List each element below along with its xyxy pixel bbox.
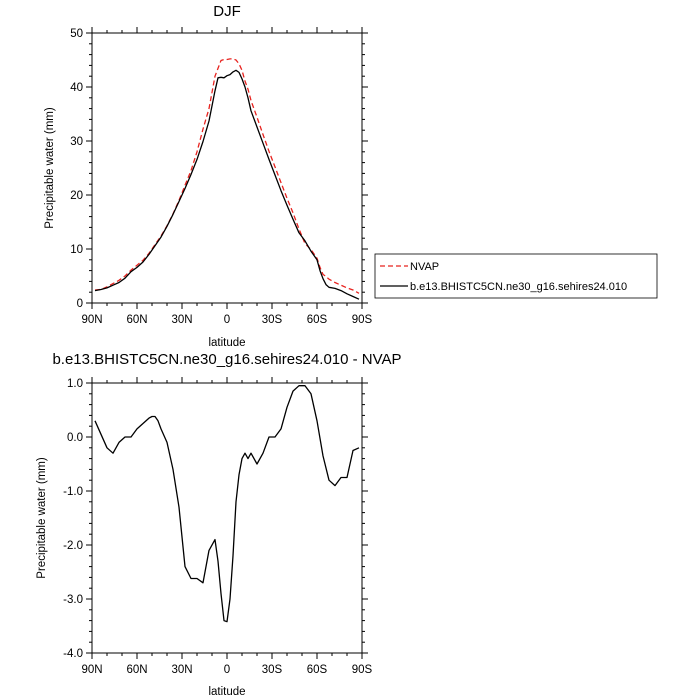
bottom-xtick-label: 90N [81, 664, 102, 676]
top-xtick-label: 60N [126, 314, 147, 326]
top-series-group [94, 58, 360, 300]
bottom-xtick-label: 60N [126, 664, 147, 676]
bottom-xtick-label: 30N [171, 664, 192, 676]
top-chart-ylabel: Precipitable water (mm) [44, 107, 56, 229]
top-chart-xlabel: latitude [208, 337, 245, 349]
legend-label-nvap: NVAP [410, 261, 439, 273]
bottom-chart-ylabel: Precipitable water (mm) [36, 457, 48, 579]
bottom-chart: b.e13.BHISTC5CN.ne30_g16.sehires24.010 -… [36, 351, 402, 698]
bottom-chart-title: b.e13.BHISTC5CN.ne30_g16.sehires24.010 -… [52, 351, 401, 368]
top-series-line-1 [94, 69, 360, 300]
bottom-axes: 90N 60N 30N 0 30S 60S 90S -4.0 -3.0 -2.0 -1.0 0.0 1.… [63, 377, 373, 676]
bottom-plot-frame [91, 382, 363, 654]
top-ytick-label: 10 [70, 244, 83, 256]
top-xtick-label: 0 [224, 314, 230, 326]
bottom-ytick-label: 1.0 [67, 378, 83, 390]
top-xtick-label: 90N [81, 314, 102, 326]
top-xtick-label: 90S [352, 314, 373, 326]
bottom-ytick-label: -1.0 [63, 486, 83, 498]
bottom-series-line-0 [94, 385, 360, 623]
legend: NVAP b.e13.BHISTC5CN.ne30_g16.sehires24.… [374, 253, 658, 299]
bottom-ytick-label: -4.0 [63, 648, 83, 660]
top-ytick-label: 30 [70, 136, 83, 148]
top-chart: DJF 90N 60N 30N 0 30S 60S 90S 0 10 20 30 40 50 latit… [44, 3, 373, 349]
bottom-ytick-label: -3.0 [63, 594, 83, 606]
top-xtick-label: 60S [307, 314, 328, 326]
bottom-xtick-label: 0 [224, 664, 230, 676]
top-series-line-0 [94, 58, 360, 294]
legend-box [374, 253, 658, 299]
top-ytick-label: 50 [70, 28, 83, 40]
top-axes: 90N 60N 30N 0 30S 60S 90S 0 10 20 30 40 50 [70, 27, 373, 326]
top-chart-title: DJF [213, 3, 241, 20]
top-plot-frame [91, 32, 363, 304]
bottom-xtick-label: 60S [307, 664, 328, 676]
bottom-ytick-label: 0.0 [67, 432, 83, 444]
bottom-xtick-label: 90S [352, 664, 373, 676]
top-xtick-label: 30S [262, 314, 283, 326]
top-ytick-label: 0 [77, 298, 83, 310]
legend-label-model: b.e13.BHISTC5CN.ne30_g16.sehires24.010 [410, 281, 627, 293]
top-xtick-label: 30N [171, 314, 192, 326]
bottom-ytick-label: -2.0 [63, 540, 83, 552]
bottom-chart-xlabel: latitude [208, 686, 245, 698]
bottom-xtick-label: 30S [262, 664, 283, 676]
top-ytick-label: 40 [70, 82, 83, 94]
bottom-series-group [94, 385, 360, 623]
top-ytick-label: 20 [70, 190, 83, 202]
